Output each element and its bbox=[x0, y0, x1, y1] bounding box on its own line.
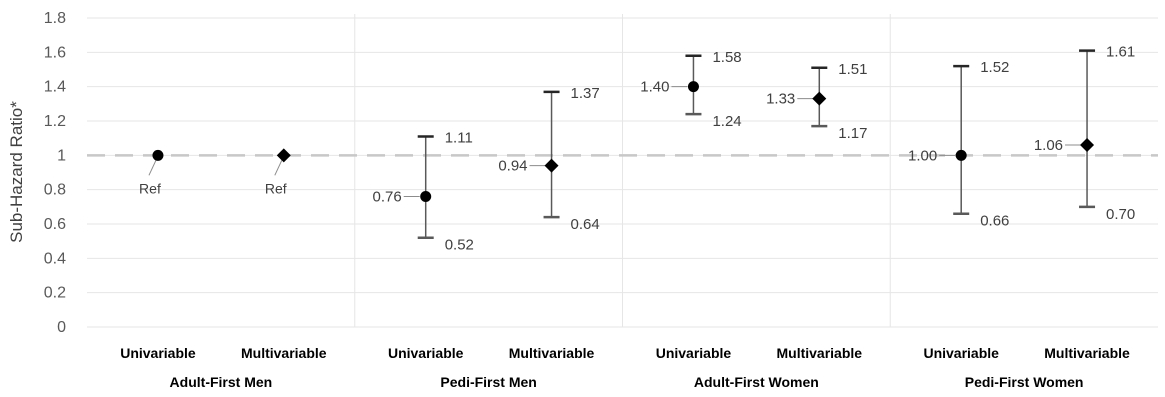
group-label: Pedi-First Men bbox=[440, 374, 536, 390]
lower-label: 1.17 bbox=[838, 125, 867, 142]
upper-label: 1.51 bbox=[838, 61, 867, 78]
upper-label: 1.52 bbox=[980, 59, 1009, 76]
lower-label: 0.64 bbox=[571, 216, 600, 233]
value-leader bbox=[274, 160, 283, 176]
data-point-diamond bbox=[276, 148, 291, 163]
y-tick-label: 0 bbox=[57, 319, 66, 336]
group-separators bbox=[354, 14, 891, 327]
value-label: Ref bbox=[139, 180, 161, 196]
model-label: Multivariable bbox=[1044, 345, 1130, 361]
group-label: Adult-First Men bbox=[170, 374, 273, 390]
value-label: Ref bbox=[265, 180, 287, 196]
value-label: 0.94 bbox=[498, 158, 527, 175]
lower-label: 1.24 bbox=[712, 113, 741, 130]
y-tick-label: 0.6 bbox=[44, 216, 66, 233]
value-leader bbox=[148, 160, 157, 176]
y-axis-ticks: 0 0.2 0.4 0.6 0.8 1 1.2 1.4 1.6 1.8 bbox=[44, 10, 66, 336]
lower-label: 0.70 bbox=[1106, 206, 1135, 223]
y-tick-label: 1.4 bbox=[44, 79, 66, 96]
value-label: 0.76 bbox=[373, 189, 402, 206]
upper-label: 1.58 bbox=[712, 49, 741, 66]
y-tick-label: 1.2 bbox=[44, 113, 66, 130]
data-point-circle bbox=[955, 149, 967, 161]
upper-label: 1.61 bbox=[1106, 44, 1135, 61]
model-label: Univariable bbox=[120, 345, 196, 361]
model-label: Univariable bbox=[656, 345, 732, 361]
value-label: 1.33 bbox=[766, 91, 795, 108]
model-label: Univariable bbox=[923, 345, 999, 361]
model-label: Multivariable bbox=[509, 345, 595, 361]
category-labels: Univariable Multivariable Univariable Multi… bbox=[120, 345, 1130, 390]
y-tick-label: 1.8 bbox=[44, 10, 66, 27]
group-label: Adult-First Women bbox=[694, 374, 819, 390]
data-point-diamond bbox=[812, 91, 827, 106]
model-label: Multivariable bbox=[241, 345, 327, 361]
upper-label: 1.11 bbox=[445, 129, 473, 146]
y-tick-label: 0.2 bbox=[44, 285, 66, 302]
data-marks: Ref Ref 1.11 0.52 0.76 1.37 0.64 0.94 1.58 1.24 1.… bbox=[139, 44, 1135, 254]
lower-label: 0.52 bbox=[445, 237, 474, 254]
y-axis-label: Sub-Hazard Ratio* bbox=[7, 101, 26, 243]
data-point-circle bbox=[420, 191, 432, 203]
lower-label: 0.66 bbox=[980, 213, 1009, 230]
model-label: Univariable bbox=[388, 345, 464, 361]
y-tick-label: 1 bbox=[57, 147, 66, 164]
data-point-diamond bbox=[544, 158, 559, 173]
y-tick-label: 0.4 bbox=[44, 250, 66, 267]
upper-label: 1.37 bbox=[571, 85, 600, 102]
value-label: 1.06 bbox=[1034, 137, 1063, 154]
data-point-circle bbox=[152, 149, 164, 161]
model-label: Multivariable bbox=[776, 345, 862, 361]
y-tick-label: 0.8 bbox=[44, 182, 66, 199]
data-point-circle bbox=[687, 81, 699, 93]
group-label: Pedi-First Women bbox=[965, 374, 1084, 390]
y-tick-label: 1.6 bbox=[44, 44, 66, 61]
value-label: 1.40 bbox=[640, 79, 669, 96]
value-label: 1.00 bbox=[908, 147, 937, 164]
data-point-diamond bbox=[1080, 138, 1095, 153]
